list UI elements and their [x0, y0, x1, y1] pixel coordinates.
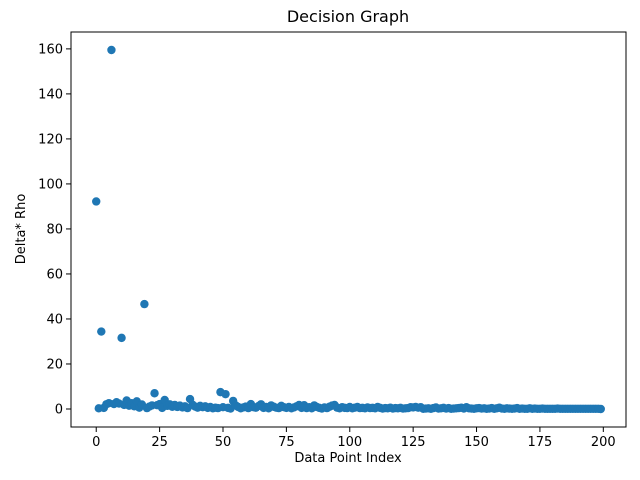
- x-tick-label: 100: [337, 435, 362, 450]
- y-tick-label: 80: [46, 222, 63, 237]
- point: [92, 197, 101, 206]
- x-tick-label: 25: [151, 435, 168, 450]
- x-tick-label: 50: [215, 435, 232, 450]
- point: [221, 389, 230, 399]
- x-tick-label: 125: [401, 435, 426, 450]
- x-tick-label: 0: [92, 435, 100, 450]
- y-tick-label: 0: [55, 402, 63, 417]
- point: [107, 45, 116, 55]
- y-tick-label: 160: [38, 42, 63, 57]
- x-tick-label: 175: [528, 435, 553, 450]
- point: [596, 404, 605, 414]
- x-tick-label: 200: [591, 435, 616, 450]
- y-tick-label: 40: [46, 312, 63, 327]
- point: [140, 299, 149, 309]
- x-tick-label: 75: [278, 435, 295, 450]
- y-tick-label: 100: [38, 177, 63, 192]
- y-tick-label: 120: [38, 132, 63, 147]
- y-tick-label: 140: [38, 87, 63, 102]
- x-axis-label: Data Point Index: [294, 451, 402, 466]
- point: [150, 389, 159, 398]
- chart-title: Decision Graph: [287, 7, 409, 26]
- y-tick-label: 20: [46, 357, 63, 372]
- point: [97, 327, 106, 336]
- point: [117, 333, 126, 343]
- y-axis-label: Delta* Rho: [14, 194, 29, 265]
- y-tick-label: 60: [46, 267, 63, 282]
- plot-frame: [70, 31, 627, 428]
- x-tick-label: 150: [464, 435, 489, 450]
